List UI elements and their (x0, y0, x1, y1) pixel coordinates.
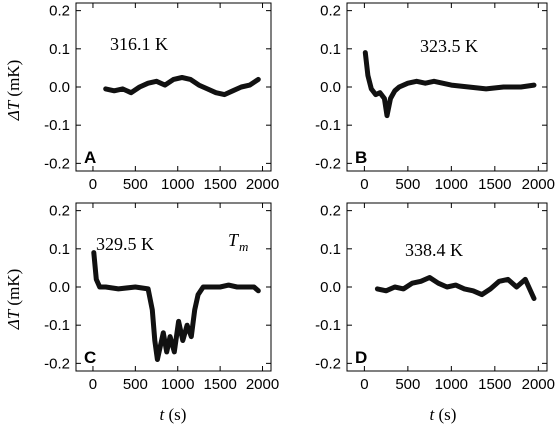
x-tick-label: 2000 (246, 376, 279, 393)
y-tick-label: 0.1 (49, 41, 70, 58)
y-tick-label: 0.1 (320, 41, 341, 58)
panel-letter: B (355, 148, 367, 167)
x-tick-label: 1500 (203, 176, 236, 193)
x-tick-label: 1000 (435, 176, 468, 193)
x-tick-label: 1000 (161, 376, 194, 393)
y-tick-label: -0.1 (315, 117, 341, 134)
y-tick-label: -0.2 (315, 155, 341, 172)
x-tick-label: 500 (123, 176, 148, 193)
y-tick-label: 0.0 (320, 79, 341, 96)
x-axis-label-left: t (s) (160, 405, 187, 424)
data-trace (103, 75, 261, 98)
x-tick-label: 2000 (246, 176, 279, 193)
panel-letter: D (355, 348, 367, 367)
data-trace (91, 250, 261, 362)
y-tick-label: 0.0 (49, 279, 70, 296)
panel-d: 0.2 0.1 0.0 -0.1 -0.2 0 500 1000 1500 2000 338.4 K… (315, 202, 555, 393)
panel-a: 0.2 0.1 0.0 -0.1 -0.2 0 500 1000 1500 2000 316.1 K… (44, 2, 279, 193)
data-trace (362, 50, 537, 119)
panel-c: 0.2 0.1 0.0 -0.1 -0.2 0 500 1000 1500 2000 329.5 K… (44, 202, 279, 393)
temperature-label: 329.5 K (96, 234, 154, 254)
x-tick-label: 0 (89, 376, 97, 393)
y-tick-label: -0.2 (44, 355, 70, 372)
y-tick-label: 0.1 (320, 241, 341, 258)
y-tick-label: 0.2 (49, 3, 70, 20)
x-tick-label: 0 (89, 176, 97, 193)
x-tick-label: 1000 (161, 176, 194, 193)
y-tick-label: 0.2 (320, 203, 341, 220)
y-tick-label: 0.1 (49, 241, 70, 258)
x-tick-label: 1500 (203, 376, 236, 393)
data-trace (374, 275, 537, 301)
x-tick-label: 2000 (522, 176, 555, 193)
x-tick-label: 1500 (478, 176, 511, 193)
panel-b: 0.2 0.1 0.0 -0.1 -0.2 0 500 1000 1500 2000 323.5 K… (315, 2, 555, 193)
x-axis-label-right: t (s) (430, 405, 457, 424)
y-tick-label: 0.2 (320, 3, 341, 20)
y-tick-label: -0.2 (44, 155, 70, 172)
x-tick-label: 500 (395, 176, 420, 193)
panel-letter: A (84, 148, 96, 167)
temperature-label: 323.5 K (420, 36, 478, 56)
x-tick-label: 500 (395, 376, 420, 393)
y-axis-label-bottom: ΔT (mK) (4, 269, 23, 331)
x-tick-label: 0 (360, 176, 368, 193)
x-tick-label: 1500 (478, 376, 511, 393)
panel-letter: C (84, 348, 96, 367)
y-tick-label: 0.0 (49, 79, 70, 96)
melting-temperature-label: Tm (228, 230, 248, 254)
y-tick-label: -0.2 (315, 355, 341, 372)
temperature-label: 316.1 K (110, 34, 168, 54)
x-tick-label: 1000 (435, 376, 468, 393)
y-tick-label: 0.2 (49, 203, 70, 220)
y-tick-label: -0.1 (315, 317, 341, 334)
x-tick-label: 500 (123, 376, 148, 393)
y-tick-label: 0.0 (320, 279, 341, 296)
x-tick-label: 2000 (522, 376, 555, 393)
temperature-label: 338.4 K (405, 240, 463, 260)
y-axis-label-top: ΔT (mK) (4, 60, 23, 122)
x-tick-label: 0 (360, 376, 368, 393)
y-tick-label: -0.1 (44, 317, 70, 334)
y-tick-label: -0.1 (44, 117, 70, 134)
